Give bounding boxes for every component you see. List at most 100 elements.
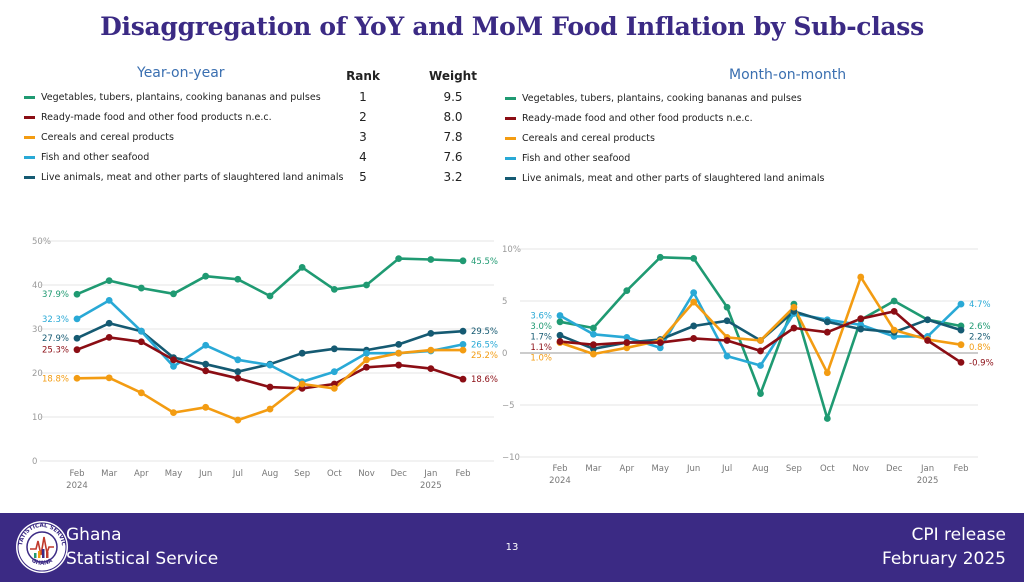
legend-swatch [505, 176, 516, 180]
data-point [723, 337, 731, 344]
rank-cell: 3 [359, 130, 367, 144]
start-value-label: 25.3% [42, 346, 69, 356]
data-point [823, 369, 831, 377]
data-point [73, 315, 81, 323]
legend-item: Ready-made food and other food products … [505, 108, 824, 128]
data-point [757, 347, 764, 355]
legend-item: Live animals, meat and other parts of sl… [24, 167, 343, 187]
start-value-label: 3.6% [530, 312, 552, 322]
data-point [395, 361, 403, 369]
data-point [105, 297, 113, 304]
svg-text:GHANA: GHANA [30, 558, 54, 567]
y-tick-label: −10 [502, 453, 520, 463]
data-point [234, 368, 242, 376]
y-tick-label: 0 [502, 349, 507, 359]
legend-swatch [24, 175, 35, 179]
data-point [757, 362, 764, 369]
data-point [857, 325, 865, 333]
data-point [556, 312, 564, 319]
x-tick-label: Feb [69, 469, 84, 479]
data-point [395, 341, 403, 348]
data-point [757, 337, 764, 344]
data-point [890, 308, 898, 315]
data-point [266, 383, 274, 391]
data-point [690, 289, 698, 297]
data-point [690, 322, 698, 330]
start-value-label: 1.0% [530, 354, 552, 364]
legend-item: Fish and other seafood [505, 148, 824, 168]
legend-item: Live animals, meat and other parts of sl… [505, 168, 824, 188]
data-point [590, 341, 597, 349]
legend-label: Ready-made food and other food products … [41, 111, 272, 123]
data-point [202, 367, 210, 375]
end-value-label: 2.6% [969, 322, 991, 332]
page-title: Disaggregation of YoY and MoM Food Infla… [100, 12, 924, 41]
x-tick-label: Jul [232, 469, 243, 479]
data-point [363, 349, 370, 357]
data-point [170, 290, 177, 298]
rank-cell: 1 [359, 90, 367, 104]
data-point [105, 333, 113, 341]
legend-label: Cereals and cereal products [522, 132, 655, 144]
data-point [957, 341, 965, 349]
data-point [823, 415, 831, 422]
org-name: Ghana Statistical Service [66, 523, 218, 571]
yoy-heading: Year-on-year [137, 65, 225, 81]
x-tick-label: Apr [619, 464, 634, 474]
x-tick-label: Jul [721, 464, 732, 474]
data-point [590, 350, 597, 358]
legend-label: Fish and other seafood [522, 152, 631, 164]
x-tick-label: May [651, 464, 669, 474]
x-tick-label: Oct [327, 469, 342, 479]
data-point [330, 385, 338, 392]
ghana-statistical-service-logo: STATISTICAL SERVICE GHANA [14, 519, 68, 573]
data-point [924, 316, 931, 324]
legend-swatch [505, 136, 516, 140]
data-point [105, 277, 113, 284]
data-point [556, 338, 564, 345]
data-point [656, 344, 664, 352]
weight-cell: 9.5 [443, 90, 463, 104]
legend-item: Vegetables, tubers, plantains, cooking b… [24, 87, 343, 107]
legend-label: Ready-made food and other food products … [522, 112, 753, 124]
data-point [202, 403, 210, 411]
end-value-label: 45.5% [471, 257, 498, 267]
start-value-label: 3.0% [530, 322, 552, 332]
data-point [363, 356, 370, 364]
data-point [723, 303, 731, 311]
data-point [623, 344, 631, 352]
end-value-label: 29.5% [471, 327, 498, 337]
data-point [957, 326, 965, 334]
x-tick-label: Sep [294, 469, 310, 479]
data-point [363, 363, 370, 371]
mom-legend: Vegetables, tubers, plantains, cooking b… [505, 88, 824, 188]
data-point [137, 327, 145, 335]
start-value-label: 27.9% [42, 334, 69, 344]
data-point [790, 324, 798, 332]
data-point [823, 328, 831, 336]
data-point [170, 356, 177, 364]
legend-swatch [24, 115, 35, 119]
data-point [790, 303, 798, 311]
data-point [459, 375, 467, 383]
x-tick-label: Mar [585, 464, 602, 474]
x-tick-label: Aug [752, 464, 769, 474]
y-tick-label: 40 [32, 281, 43, 291]
data-point [590, 324, 597, 332]
data-point [757, 390, 764, 397]
release-info: CPI release February 2025 [882, 523, 1006, 571]
legend-item: Ready-made food and other food products … [24, 107, 343, 127]
series-line [559, 275, 962, 375]
legend-item: Fish and other seafood [24, 147, 343, 167]
data-point [266, 292, 274, 300]
data-point [202, 272, 210, 280]
data-point [73, 374, 81, 382]
y-tick-label: 10% [502, 245, 521, 255]
data-point [234, 416, 242, 424]
data-point [170, 363, 177, 370]
y-tick-label: 20 [32, 369, 43, 379]
legend-swatch [505, 96, 516, 100]
data-point [823, 318, 831, 326]
data-point [298, 264, 306, 271]
data-point [202, 360, 210, 368]
